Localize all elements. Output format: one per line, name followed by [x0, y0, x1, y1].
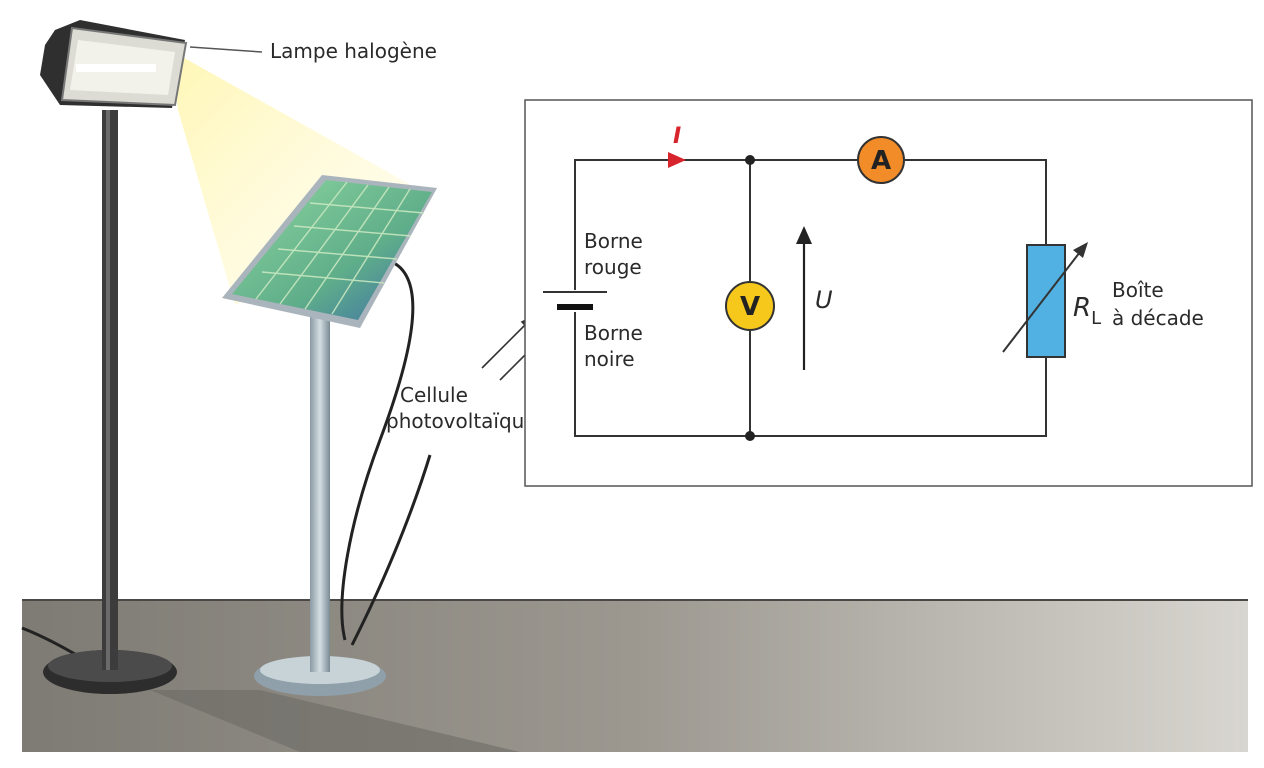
- ammeter: A: [857, 136, 905, 184]
- cell-label-line1: Cellule: [400, 383, 468, 407]
- light-beam: [170, 50, 420, 305]
- junction-node-top: [745, 155, 755, 165]
- junction-node-bottom: [745, 431, 755, 441]
- voltmeter-letter: V: [740, 292, 760, 322]
- black-terminal-label-line2: noire: [584, 347, 635, 371]
- ammeter-letter: A: [871, 146, 891, 176]
- black-terminal-label-line1: Borne: [584, 321, 643, 345]
- cell-label-line2: photovoltaïque: [386, 409, 537, 433]
- circuit-wires: [574, 159, 1047, 437]
- floor: [22, 599, 1248, 752]
- halogen-lamp: [21, 20, 188, 694]
- variable-resistor: [1002, 242, 1088, 358]
- red-terminal-label-line2: rouge: [584, 255, 642, 279]
- current-label: I: [673, 124, 681, 149]
- lamp-label-leader: [189, 46, 263, 53]
- resistor-label-line2: à décade: [1112, 306, 1204, 330]
- lamp-label: Lampe halogène: [270, 39, 437, 63]
- resistor-symbol: RL: [1073, 293, 1101, 329]
- current-arrow: I: [668, 124, 686, 168]
- resistor-label-line1: Boîte: [1112, 278, 1164, 302]
- cell-symbol: [543, 291, 607, 310]
- solar-panel: [222, 175, 437, 696]
- voltmeter: V: [725, 281, 775, 331]
- voltage-arrow: U: [796, 226, 833, 370]
- red-terminal-label-line1: Borne: [584, 229, 643, 253]
- voltage-label: U: [815, 286, 833, 314]
